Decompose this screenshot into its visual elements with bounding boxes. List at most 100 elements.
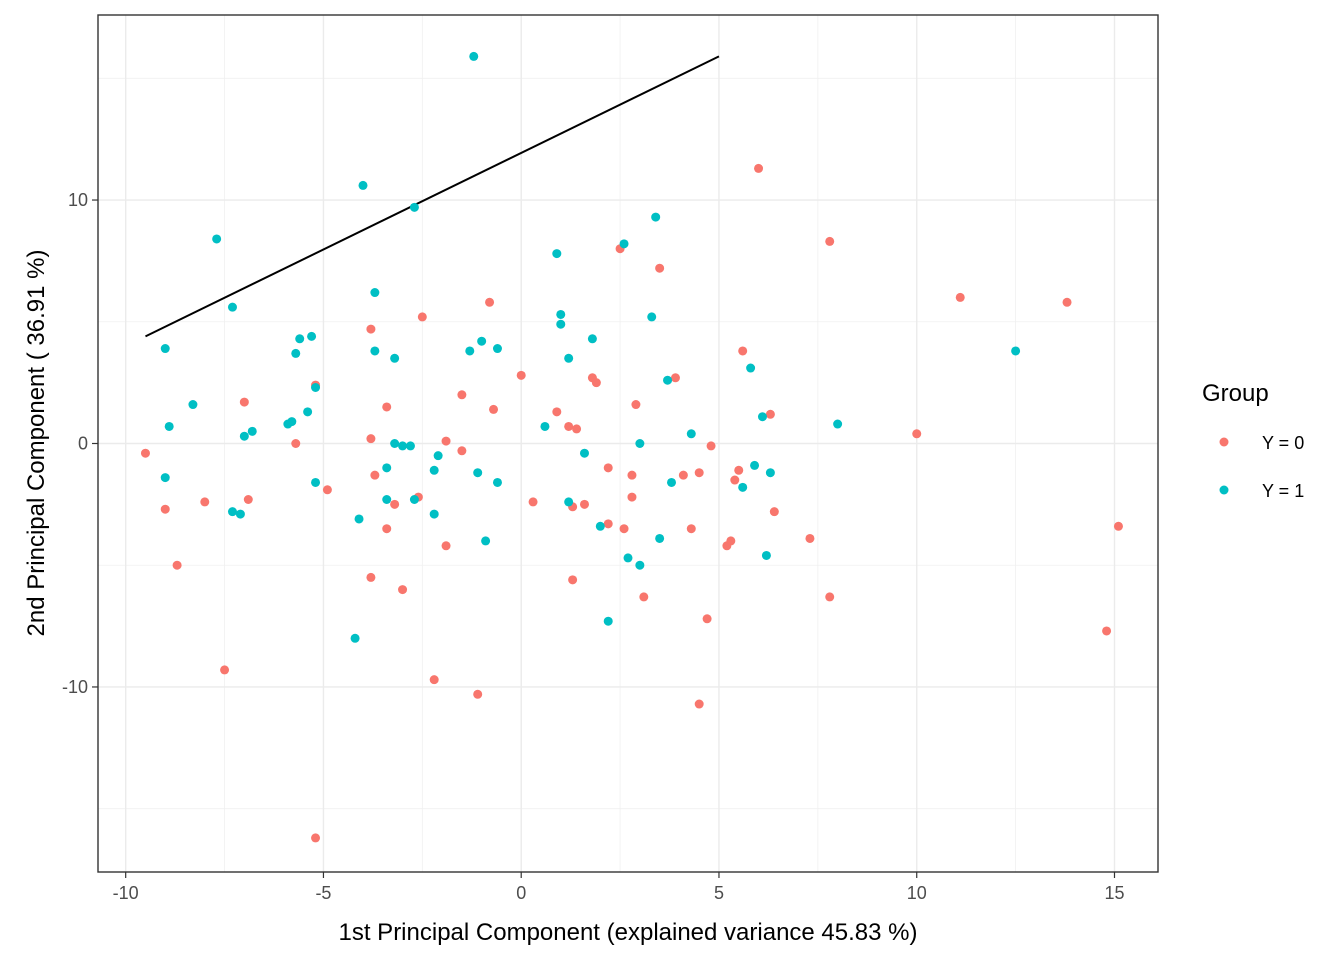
- data-point: [370, 288, 380, 298]
- data-point: [761, 550, 771, 560]
- data-point: [295, 334, 305, 344]
- data-point: [955, 292, 965, 302]
- data-point: [619, 524, 629, 534]
- data-point: [409, 494, 419, 504]
- legend-item-y1: Y = 1: [1219, 481, 1304, 501]
- data-point: [220, 665, 230, 675]
- data-point: [291, 439, 301, 448]
- y-tick-label: -10: [62, 677, 88, 697]
- data-point: [663, 375, 673, 385]
- data-point: [730, 475, 740, 485]
- data-point: [409, 202, 419, 212]
- reference-line: [145, 55, 720, 338]
- data-point: [212, 234, 222, 244]
- data-point: [287, 417, 297, 427]
- data-point: [390, 439, 400, 448]
- data-point: [481, 536, 491, 546]
- data-point: [639, 592, 649, 602]
- data-point: [623, 553, 633, 563]
- data-point: [164, 421, 174, 431]
- data-point: [540, 421, 550, 431]
- series-y0-points: [140, 163, 1123, 843]
- data-point: [492, 344, 502, 354]
- data-point: [311, 477, 321, 487]
- data-point: [635, 560, 645, 570]
- x-axis-ticks: -10 -5 0 5 10 15: [113, 872, 1125, 903]
- data-point: [311, 383, 321, 393]
- data-point: [322, 485, 332, 495]
- data-point: [603, 519, 613, 529]
- data-point: [754, 163, 764, 173]
- y-tick-label: 10: [68, 190, 88, 210]
- data-point: [765, 468, 775, 478]
- data-point: [429, 465, 439, 475]
- data-point: [140, 448, 150, 458]
- data-point: [429, 509, 439, 519]
- data-point: [805, 533, 815, 543]
- data-point: [303, 407, 313, 417]
- data-point: [738, 482, 748, 492]
- data-point: [429, 675, 439, 685]
- data-point: [441, 541, 451, 551]
- data-point: [477, 336, 487, 346]
- x-tick-label: 5: [714, 883, 724, 903]
- data-point: [366, 572, 376, 582]
- legend-item-y0: Y = 0: [1219, 433, 1304, 453]
- data-point: [635, 439, 645, 448]
- data-point: [1062, 297, 1072, 307]
- data-point: [160, 473, 170, 483]
- data-point: [603, 463, 613, 473]
- data-point: [188, 400, 198, 410]
- data-point: [556, 309, 566, 319]
- data-point: [227, 302, 237, 312]
- data-point: [311, 833, 321, 843]
- data-point: [556, 319, 566, 329]
- data-point: [239, 397, 249, 407]
- data-point: [568, 575, 578, 585]
- data-point: [405, 441, 415, 451]
- data-point: [473, 689, 483, 699]
- data-point: [1011, 346, 1021, 356]
- data-point: [172, 560, 182, 570]
- data-point: [678, 470, 688, 480]
- data-point: [702, 614, 712, 624]
- data-point: [833, 419, 843, 429]
- data-point: [564, 353, 574, 363]
- legend-key-y1: [1219, 485, 1229, 495]
- data-point: [564, 421, 574, 431]
- x-tick-label: 0: [516, 883, 526, 903]
- data-point: [686, 524, 696, 534]
- data-point: [579, 499, 589, 509]
- data-point: [239, 431, 249, 441]
- data-point: [552, 407, 562, 417]
- data-point: [587, 334, 597, 344]
- data-point: [390, 353, 400, 363]
- data-point: [473, 468, 483, 478]
- data-point: [417, 312, 427, 322]
- data-point: [370, 346, 380, 356]
- data-point: [528, 497, 538, 507]
- data-point: [516, 370, 526, 380]
- data-point: [750, 460, 760, 470]
- data-point: [651, 212, 661, 222]
- data-point: [572, 424, 582, 434]
- data-point: [433, 451, 443, 461]
- data-point: [686, 429, 696, 439]
- legend: Group Y = 0 Y = 1: [1202, 380, 1304, 501]
- data-point: [765, 409, 775, 419]
- data-point: [457, 390, 467, 400]
- data-point: [485, 297, 495, 307]
- data-point: [579, 448, 589, 458]
- x-tick-label: -5: [315, 883, 331, 903]
- legend-key-y0: [1219, 437, 1229, 447]
- data-points: [140, 51, 1123, 843]
- legend-title: Group: [1202, 380, 1269, 407]
- data-point: [366, 324, 376, 334]
- data-point: [825, 236, 835, 246]
- data-point: [200, 497, 210, 507]
- data-point: [825, 592, 835, 602]
- data-point: [726, 536, 736, 546]
- y-tick-label: 0: [78, 434, 88, 454]
- data-point: [390, 499, 400, 509]
